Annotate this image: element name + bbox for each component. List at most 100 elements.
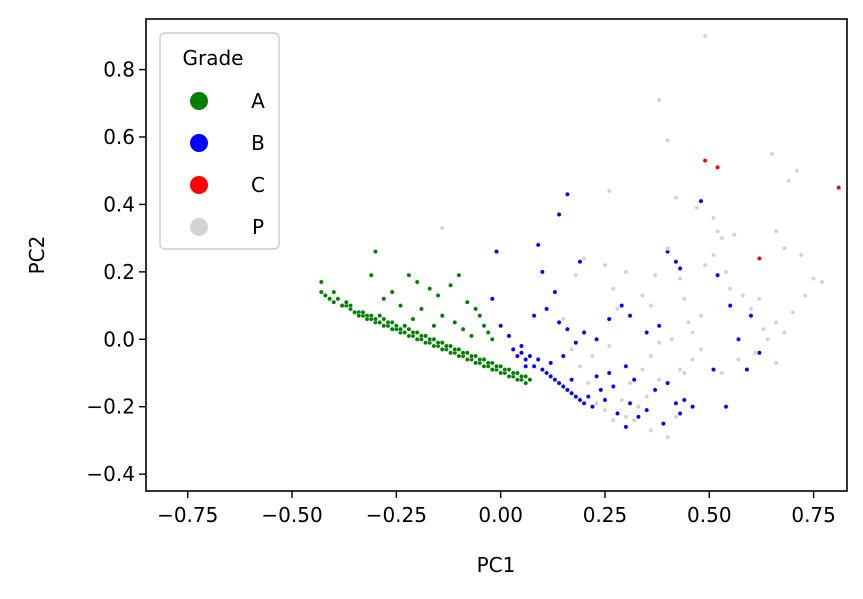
point-A-49 bbox=[431, 343, 437, 349]
point-A-32 bbox=[393, 323, 399, 329]
point-A-96 bbox=[373, 249, 378, 255]
point-P-53 bbox=[723, 269, 729, 275]
point-A-56 bbox=[443, 343, 449, 349]
point-P-3 bbox=[769, 151, 775, 157]
point-B-73 bbox=[569, 377, 574, 383]
point-P-31 bbox=[623, 414, 629, 420]
point-P-41 bbox=[602, 262, 608, 268]
point-A-86 bbox=[506, 367, 512, 372]
point-B-77 bbox=[631, 377, 637, 383]
point-A-118 bbox=[431, 323, 437, 329]
point-B-21 bbox=[602, 397, 608, 403]
point-P-47 bbox=[677, 276, 683, 281]
point-P-69 bbox=[623, 269, 629, 275]
point-A-52 bbox=[435, 340, 441, 346]
point-P-12 bbox=[731, 232, 737, 238]
point-A-90 bbox=[515, 370, 520, 376]
point-A-38 bbox=[406, 326, 412, 332]
point-P-56 bbox=[761, 326, 766, 332]
point-P-43 bbox=[615, 306, 620, 312]
point-P-73 bbox=[727, 286, 733, 292]
point-B-23 bbox=[615, 411, 620, 416]
y-tick-label: −0.2 bbox=[86, 395, 135, 419]
point-B-44 bbox=[627, 313, 633, 319]
point-P-30 bbox=[636, 404, 641, 410]
point-A-95 bbox=[527, 377, 533, 383]
point-A-4 bbox=[331, 289, 337, 295]
point-A-111 bbox=[398, 303, 403, 308]
point-B-51 bbox=[556, 212, 562, 217]
point-A-57 bbox=[448, 350, 453, 356]
point-B-64 bbox=[711, 367, 716, 372]
point-P-54 bbox=[740, 293, 746, 298]
point-A-116 bbox=[460, 326, 466, 332]
point-P-63 bbox=[627, 380, 633, 386]
point-P-5 bbox=[786, 178, 791, 184]
x-tick-label: 0.50 bbox=[687, 503, 732, 527]
point-A-119 bbox=[410, 316, 416, 322]
point-A-76 bbox=[485, 360, 491, 366]
point-A-5 bbox=[331, 299, 337, 305]
point-P-10 bbox=[715, 228, 720, 234]
point-P-57 bbox=[773, 360, 779, 366]
point-A-94 bbox=[523, 373, 529, 379]
point-B-50 bbox=[552, 289, 558, 295]
point-A-110 bbox=[489, 336, 495, 342]
point-A-23 bbox=[377, 319, 383, 325]
point-A-14 bbox=[356, 313, 362, 319]
point-P-38 bbox=[560, 316, 566, 322]
point-A-44 bbox=[418, 333, 424, 339]
point-P-68 bbox=[439, 225, 445, 231]
point-P-27 bbox=[677, 367, 683, 372]
point-A-40 bbox=[410, 330, 416, 335]
point-B-31 bbox=[673, 400, 679, 406]
y-tick-label: 0.2 bbox=[103, 260, 135, 284]
point-B-9 bbox=[548, 373, 554, 379]
point-B-27 bbox=[644, 407, 650, 413]
point-B-69 bbox=[519, 343, 524, 349]
point-B-67 bbox=[498, 323, 504, 329]
point-A-25 bbox=[381, 323, 387, 329]
point-A-100 bbox=[414, 279, 420, 285]
point-C-0 bbox=[702, 158, 708, 164]
point-A-84 bbox=[502, 367, 508, 372]
point-B-57 bbox=[698, 198, 704, 204]
point-A-18 bbox=[364, 316, 370, 322]
point-B-25 bbox=[627, 400, 633, 406]
point-B-53 bbox=[577, 259, 583, 265]
legend-marker-P bbox=[190, 218, 208, 236]
point-B-12 bbox=[560, 384, 566, 389]
point-P-15 bbox=[798, 252, 804, 258]
point-P-21 bbox=[765, 336, 771, 342]
point-B-75 bbox=[606, 370, 612, 376]
point-B-20 bbox=[598, 387, 604, 393]
point-A-98 bbox=[389, 289, 395, 295]
point-A-78 bbox=[489, 360, 495, 366]
point-B-68 bbox=[506, 333, 512, 339]
y-tick-label: 0.0 bbox=[103, 327, 135, 351]
point-A-74 bbox=[481, 357, 487, 362]
point-B-61 bbox=[748, 313, 754, 319]
point-P-37 bbox=[569, 346, 574, 352]
point-A-7 bbox=[339, 303, 345, 308]
point-P-24 bbox=[719, 370, 725, 376]
point-A-30 bbox=[389, 319, 395, 325]
point-B-59 bbox=[727, 303, 733, 308]
point-A-41 bbox=[414, 336, 420, 342]
legend-marker-B bbox=[190, 134, 208, 152]
point-B-60 bbox=[736, 336, 741, 342]
point-A-97 bbox=[368, 272, 374, 278]
point-P-1 bbox=[656, 97, 662, 103]
point-P-45 bbox=[652, 272, 658, 278]
y-tick-label: 0.4 bbox=[103, 192, 135, 216]
point-P-64 bbox=[640, 367, 645, 372]
point-A-68 bbox=[469, 353, 474, 359]
point-P-49 bbox=[686, 319, 691, 325]
point-P-36 bbox=[577, 363, 583, 369]
point-A-112 bbox=[381, 296, 387, 302]
x-tick-label: 0.00 bbox=[478, 503, 523, 527]
point-A-73 bbox=[481, 363, 487, 369]
point-P-65 bbox=[648, 353, 654, 359]
point-A-9 bbox=[343, 299, 349, 305]
